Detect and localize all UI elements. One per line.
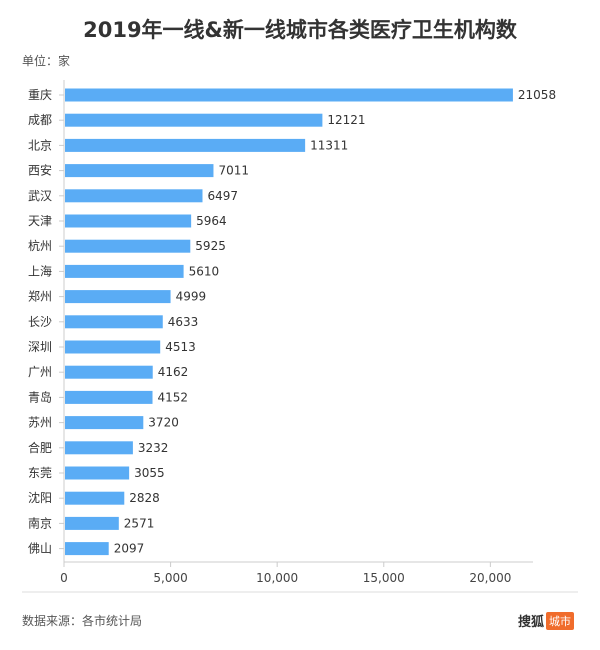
bar <box>65 542 109 556</box>
category-label: 郑州 <box>28 289 52 304</box>
brand-name: 搜狐 <box>517 615 544 630</box>
bar <box>65 88 513 102</box>
category-label: 成都 <box>28 113 52 127</box>
category-label: 重庆 <box>28 88 52 102</box>
bar <box>65 164 214 178</box>
bar <box>65 138 306 152</box>
data-label: 4513 <box>165 340 196 354</box>
bar <box>65 290 171 304</box>
data-label: 5964 <box>196 214 227 228</box>
data-label: 4162 <box>158 365 189 379</box>
category-label: 沈阳 <box>28 490 52 505</box>
data-label: 7011 <box>218 164 249 178</box>
bar <box>65 491 125 505</box>
data-label: 5925 <box>195 239 226 253</box>
category-label: 上海 <box>28 263 52 278</box>
brand-logo: 搜狐 城市 <box>518 611 574 630</box>
data-source: 数据来源：各市统计局 <box>22 614 143 628</box>
bar-chart: 重庆 21058 成都 12121 北京 11311 西安 7011 武汉 6497 天津 5964 杭… <box>22 80 578 593</box>
x-tick-label: 15,000 <box>363 571 405 585</box>
bar <box>65 516 119 530</box>
data-label: 11311 <box>310 138 348 152</box>
category-label: 深圳 <box>28 340 52 354</box>
x-tick-label: 0 <box>60 571 68 585</box>
bar <box>65 189 203 203</box>
category-label: 东莞 <box>28 466 52 480</box>
data-label: 4999 <box>176 290 207 304</box>
bar <box>65 365 153 379</box>
category-label: 天津 <box>28 214 52 228</box>
data-label: 3720 <box>148 416 179 430</box>
category-label: 北京 <box>28 138 52 152</box>
data-label: 3232 <box>138 441 169 455</box>
data-label: 2097 <box>114 542 145 556</box>
bar <box>65 466 130 480</box>
data-label: 12121 <box>327 113 365 127</box>
category-label: 合肥 <box>28 440 52 455</box>
category-label: 南京 <box>28 515 52 530</box>
bar <box>65 340 161 354</box>
bar <box>65 239 191 253</box>
category-label: 武汉 <box>28 189 52 203</box>
brand-tag: 城市 <box>546 611 574 630</box>
data-label: 2571 <box>124 516 155 530</box>
chart-title: 2019年一线&新一线城市各类医疗卫生机构数 <box>83 18 517 42</box>
category-label: 青岛 <box>28 389 52 404</box>
bar <box>65 416 144 430</box>
category-label: 长沙 <box>28 315 52 329</box>
x-tick-label: 5,000 <box>153 571 187 585</box>
data-label: 2828 <box>129 491 160 505</box>
bar <box>65 441 133 455</box>
category-label: 杭州 <box>28 238 52 253</box>
bar <box>65 113 323 127</box>
data-label: 3055 <box>134 466 165 480</box>
category-label: 广州 <box>28 365 52 379</box>
category-label: 佛山 <box>28 542 52 556</box>
data-label: 5610 <box>189 264 220 278</box>
data-label: 4152 <box>158 390 189 404</box>
data-label: 6497 <box>208 189 239 203</box>
category-label: 西安 <box>28 163 52 178</box>
category-label: 苏州 <box>28 416 52 430</box>
bar <box>65 214 192 228</box>
data-label: 21058 <box>518 88 556 102</box>
unit-label: 单位：家 <box>22 54 71 68</box>
bar <box>65 390 153 404</box>
bar <box>65 264 184 278</box>
bar <box>65 315 163 329</box>
x-tick-label: 20,000 <box>469 571 511 585</box>
data-label: 4633 <box>168 315 199 329</box>
x-tick-label: 10,000 <box>256 571 298 585</box>
